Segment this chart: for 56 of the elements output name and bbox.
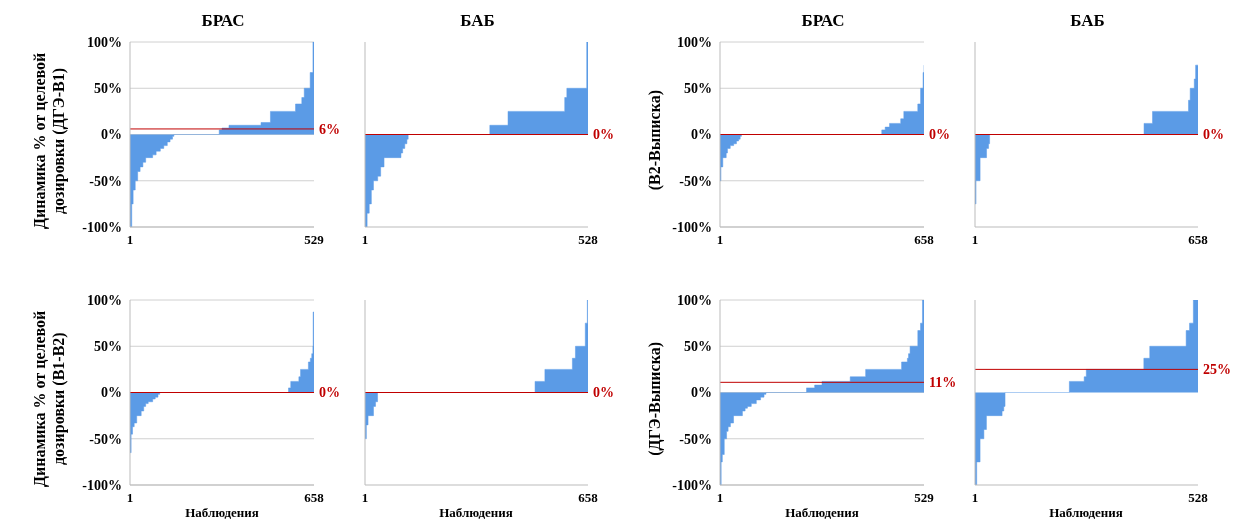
y-tick-label: -50% [89, 173, 122, 189]
y-tick-label: 0% [691, 385, 712, 401]
x-axis-title: Наблюдения [438, 505, 514, 520]
ref-line-label: 0% [593, 127, 614, 143]
x-tick-label: 1 [126, 490, 134, 506]
chart-title: БАБ [459, 10, 496, 32]
x-tick-label: 658 [1188, 232, 1209, 248]
y-tick-label: -100% [672, 477, 712, 493]
y-tick-label: 0% [101, 385, 122, 401]
y-tick-label: 100% [677, 292, 712, 308]
x-tick-label: 658 [914, 232, 935, 248]
chart-title: БРАС [800, 10, 846, 32]
x-tick-label: 528 [578, 232, 599, 248]
ref-line-label: 11% [929, 375, 957, 391]
ref-line-label: 0% [319, 385, 340, 401]
x-tick-label: 1 [716, 232, 724, 248]
y-tick-label: 100% [87, 292, 122, 308]
y-tick-label: 0% [101, 127, 122, 143]
y-tick-label: -50% [679, 431, 712, 447]
x-axis-title: Наблюдения [784, 505, 860, 520]
ref-line-label: 0% [593, 385, 614, 401]
y-axis-title: (В2-Выписка) [644, 90, 664, 191]
x-tick-label: 1 [971, 490, 979, 506]
y-tick-label: -50% [89, 431, 122, 447]
y-axis-title: (ДГЭ-Выписка) [644, 341, 664, 456]
x-tick-label: 1 [126, 232, 134, 248]
x-tick-label: 1 [361, 490, 369, 506]
x-tick-label: 1 [971, 232, 979, 248]
y-tick-label: -50% [679, 173, 712, 189]
x-tick-label: 528 [1188, 490, 1209, 506]
y-tick-label: -100% [672, 219, 712, 235]
ref-line-label: 25% [1203, 362, 1231, 378]
y-tick-label: 50% [684, 81, 712, 97]
x-tick-label: 529 [914, 490, 935, 506]
chart-title: БРАС [200, 10, 246, 32]
x-tick-label: 658 [578, 490, 599, 506]
y-tick-label: 0% [691, 127, 712, 143]
x-axis-title: Наблюдения [1048, 505, 1124, 520]
y-tick-label: 100% [677, 34, 712, 50]
y-axis-title: Динамика % от целевой дозировки (ДГЭ-В1) [30, 51, 68, 231]
y-tick-label: 50% [684, 339, 712, 355]
ref-line-label: 0% [1203, 127, 1224, 143]
y-tick-label: 50% [94, 339, 122, 355]
y-tick-label: -100% [82, 477, 122, 493]
chart-title: БАБ [1069, 10, 1106, 32]
x-tick-label: 1 [716, 490, 724, 506]
ref-line-label: 6% [319, 121, 340, 137]
x-tick-label: 1 [361, 232, 369, 248]
y-tick-label: 50% [94, 81, 122, 97]
x-tick-label: 658 [304, 490, 325, 506]
y-axis-title: Динамика % от целевой дозировки (В1-В2) [30, 309, 68, 489]
x-axis-title: Наблюдения [184, 505, 260, 520]
x-tick-label: 529 [304, 232, 325, 248]
y-tick-label: -100% [82, 219, 122, 235]
y-tick-label: 100% [87, 34, 122, 50]
ref-line-label: 0% [929, 127, 950, 143]
